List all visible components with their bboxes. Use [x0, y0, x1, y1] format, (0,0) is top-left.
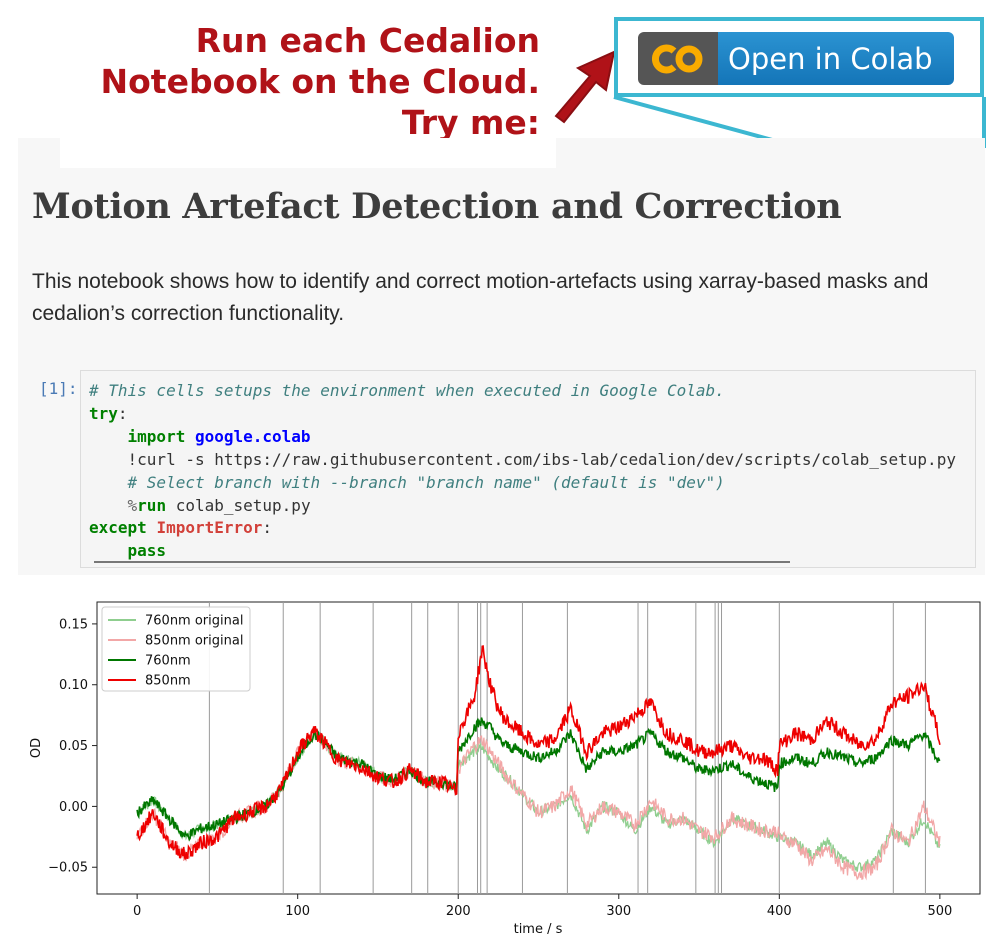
arrow-icon	[554, 50, 616, 124]
code-cell[interactable]: # This cells setups the environment when…	[80, 370, 976, 568]
callout-line-2: Notebook on the Cloud.	[100, 62, 541, 101]
x-axis-label: time / s	[514, 922, 563, 937]
legend-label: 850nm original	[145, 634, 243, 649]
y-tick-label: −0.05	[48, 861, 88, 876]
callout-line-3: Try me:	[401, 103, 540, 142]
x-tick-label: 0	[133, 904, 141, 919]
callout-line-1: Run each Cedalion	[195, 21, 540, 60]
open-in-colab-button-large[interactable]: Open in Colab	[638, 32, 954, 85]
x-tick-label: 300	[606, 904, 631, 919]
series-lines	[136, 645, 941, 881]
y-tick-label: 0.15	[59, 617, 88, 632]
y-tick-label: 0.10	[59, 678, 88, 693]
cell-scrollbar[interactable]	[94, 561, 790, 563]
legend: 760nm original 850nm original 760nm 850nm	[101, 606, 251, 692]
notebook-description: This notebook shows how to identify and …	[32, 270, 929, 325]
legend-box	[101, 606, 251, 692]
legend-label: 760nm original	[145, 614, 243, 629]
series-line-850nm	[136, 645, 941, 860]
x-tick-label: 400	[767, 904, 792, 919]
y-axis-label: OD	[29, 738, 44, 758]
legend-label: 850nm	[145, 674, 191, 689]
y-tick-label: 0.00	[59, 800, 88, 815]
x-tick-label: 100	[285, 904, 310, 919]
legend-label: 760nm	[145, 654, 191, 669]
cell-prompt: [1]:	[39, 379, 78, 398]
callout-text: Run each Cedalion Notebook on the Cloud.…	[60, 20, 541, 143]
axes: 0 100 200 300 400 500 −0.05 0.00 0.05 0.10 0.15	[48, 617, 952, 919]
zoom-frame-large	[614, 17, 984, 97]
open-in-colab-label: Open in Colab	[718, 32, 954, 85]
y-tick-label: 0.05	[59, 739, 88, 754]
x-tick-label: 500	[927, 904, 952, 919]
colab-logo-icon	[652, 44, 703, 73]
x-tick-label: 200	[446, 904, 471, 919]
page-title: Motion Artefact Detection and Correction	[32, 186, 842, 227]
od-chart: 0 100 200 300 400 500 −0.05 0.00 0.05 0.10 0.15 76…	[29, 601, 981, 937]
code-content: # This cells setups the environment when…	[89, 381, 956, 561]
